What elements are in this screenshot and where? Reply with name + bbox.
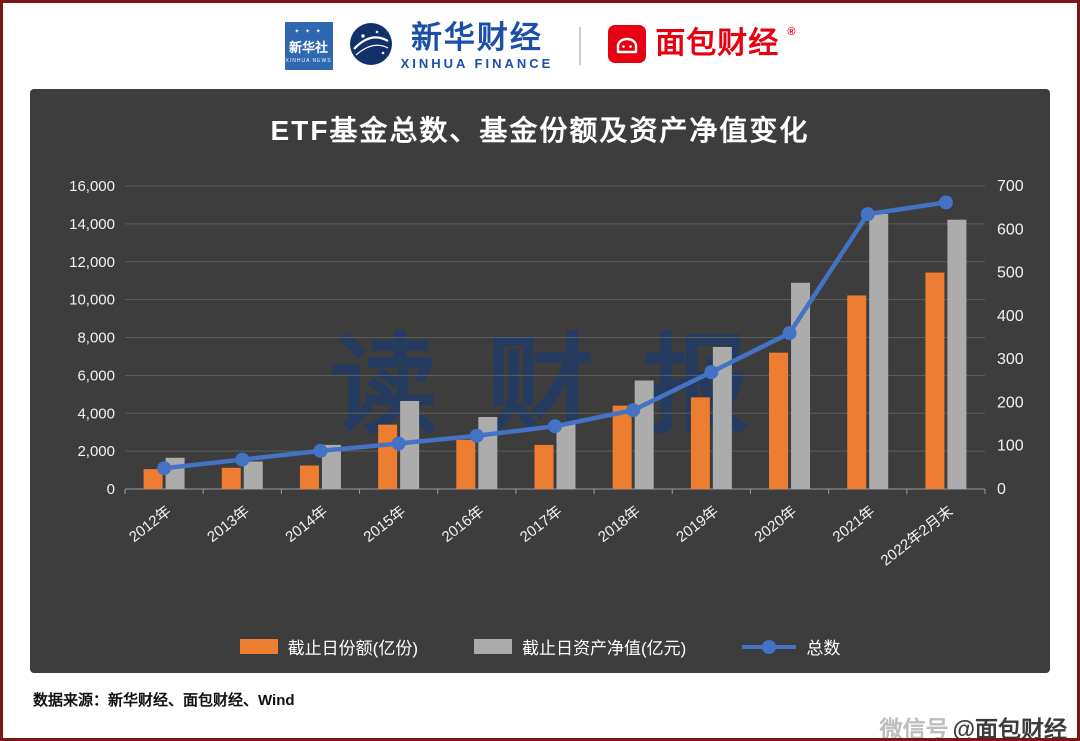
svg-text:100: 100 — [997, 438, 1024, 455]
svg-text:2021年: 2021年 — [830, 503, 879, 546]
legend-label-total: 总数 — [806, 639, 841, 658]
svg-text:0: 0 — [107, 481, 115, 498]
svg-text:2,000: 2,000 — [77, 443, 115, 460]
chart-legend: 截止日份额(亿份) 截止日资产净值(亿元) 总数 — [30, 634, 1050, 659]
svg-text:700: 700 — [997, 178, 1024, 195]
blue-line-swatch — [742, 639, 797, 654]
registered-mark: ® — [787, 25, 796, 38]
svg-text:2019年: 2019年 — [673, 503, 722, 546]
svg-text:2014年: 2014年 — [282, 503, 331, 546]
orange-bar-swatch — [239, 639, 278, 654]
account-watermark: 微信号 @面包财经 — [879, 710, 1067, 741]
xinhua-finance-text: 新华财经 XINHUA FINANCE — [400, 19, 554, 71]
chart-title: ETF基金总数、基金份额及资产净值变化 — [270, 115, 810, 146]
svg-text:600: 600 — [997, 221, 1024, 238]
xinhua-finance-en: XINHUA FINANCE — [400, 55, 554, 71]
svg-text:4,000: 4,000 — [77, 405, 115, 422]
svg-text:12,000: 12,000 — [69, 254, 115, 271]
svg-text:14,000: 14,000 — [69, 216, 115, 233]
header-divider — [579, 27, 582, 65]
legend-label-nav: 截止日资产净值(亿元) — [522, 639, 687, 658]
gray-bar-swatch — [474, 639, 512, 654]
stars-icon: ✦ ✦ ✦ — [294, 28, 323, 35]
svg-text:2018年: 2018年 — [595, 503, 644, 546]
chart-panel: ETF基金总数、基金份额及资产净值变化 读财报 0 2,000 4,000 6,000… — [30, 89, 1050, 673]
globe-icon — [349, 22, 393, 71]
svg-text:2020年: 2020年 — [751, 503, 800, 546]
bread-finance-logo: 面包财经 ® — [607, 24, 795, 69]
xinhua-news-agency-en: XINHUA NEWS — [285, 57, 332, 64]
header: ✦ ✦ ✦ 新华社 XINHUA NEWS 新华财经 XINHUA FINANC… — [3, 3, 1077, 89]
bread-icon — [607, 24, 647, 69]
svg-text:2022年2月末: 2022年2月末 — [878, 503, 957, 570]
svg-text:300: 300 — [997, 351, 1024, 368]
chart-canvas: 0 2,000 4,000 6,000 8,000 10,000 12,000 14,000 1… — [69, 178, 1024, 570]
svg-text:16,000: 16,000 — [69, 178, 115, 195]
account-watermark-name: @面包财经 — [952, 716, 1067, 741]
svg-text:2013年: 2013年 — [204, 503, 253, 546]
legend-item-nav: 截止日资产净值(亿元) — [474, 634, 686, 659]
xinhua-finance-name: 新华财经 — [410, 19, 543, 55]
svg-text:500: 500 — [997, 265, 1024, 282]
svg-text:400: 400 — [997, 308, 1024, 325]
svg-text:2016年: 2016年 — [439, 503, 488, 546]
svg-text:10,000: 10,000 — [69, 292, 115, 309]
svg-text:6,000: 6,000 — [77, 367, 115, 384]
xinhua-finance-logo: 新华财经 XINHUA FINANCE — [349, 19, 554, 71]
svg-text:2012年: 2012年 — [126, 503, 175, 546]
xinhua-news-agency-name: 新华社 — [289, 39, 329, 55]
legend-item-total: 总数 — [742, 634, 840, 659]
bread-finance-name: 面包财经 — [655, 26, 780, 60]
data-source-note: 数据来源：新华财经、面包财经、Wind — [33, 692, 295, 709]
legend-item-share: 截止日份额(亿份) — [239, 634, 418, 659]
account-watermark-prefix: 微信号 — [879, 716, 949, 741]
svg-text:2015年: 2015年 — [361, 503, 410, 546]
svg-text:0: 0 — [997, 481, 1006, 498]
svg-text:2017年: 2017年 — [517, 503, 566, 546]
svg-text:8,000: 8,000 — [77, 330, 115, 347]
xinhua-news-agency-logo: ✦ ✦ ✦ 新华社 XINHUA NEWS — [284, 22, 333, 70]
legend-label-share: 截止日份额(亿份) — [287, 639, 418, 658]
svg-text:200: 200 — [997, 394, 1024, 411]
